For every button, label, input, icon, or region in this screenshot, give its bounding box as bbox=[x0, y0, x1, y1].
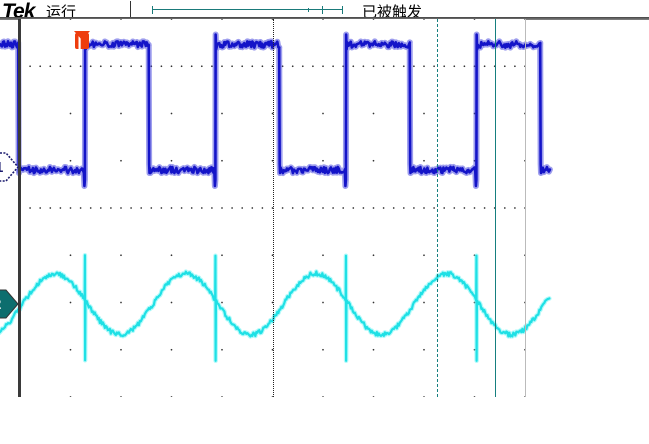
svg-text:2: 2 bbox=[0, 296, 1, 313]
svg-text:1: 1 bbox=[0, 159, 3, 176]
